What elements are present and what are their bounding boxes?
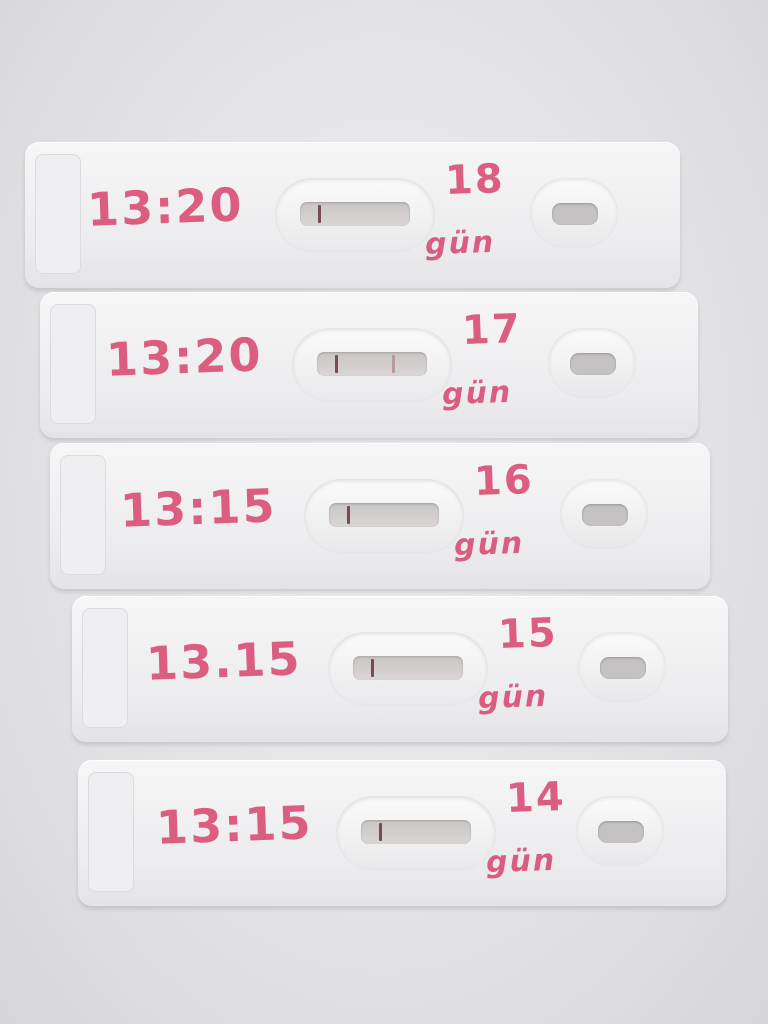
handwritten-time: 13:20 xyxy=(105,327,264,387)
handwritten-time: 13:15 xyxy=(119,478,278,538)
handwritten-time: 13:15 xyxy=(155,795,314,855)
result-window xyxy=(336,796,496,870)
handwritten-unit: gün xyxy=(441,374,513,413)
sample-well xyxy=(576,796,664,866)
strip-grip xyxy=(88,772,134,892)
strip-grip xyxy=(60,455,106,575)
control-line xyxy=(379,823,382,841)
handwritten-unit: gün xyxy=(477,678,549,717)
sample-well xyxy=(548,328,636,398)
sample-hole xyxy=(570,353,616,375)
result-window xyxy=(292,328,452,402)
handwritten-day: 16 xyxy=(473,456,535,506)
control-line xyxy=(335,355,338,373)
result-slot xyxy=(361,820,471,844)
test-strip: 13:15 14 gün xyxy=(78,760,726,906)
handwritten-unit: gün xyxy=(485,842,557,881)
control-line xyxy=(318,205,321,223)
sample-hole xyxy=(582,504,628,526)
sample-hole xyxy=(598,821,644,843)
handwritten-unit: gün xyxy=(424,224,496,263)
result-slot xyxy=(329,503,439,527)
strip-grip xyxy=(35,154,81,274)
sample-well xyxy=(578,632,666,702)
sample-hole xyxy=(552,203,598,225)
handwritten-day: 18 xyxy=(444,155,506,205)
strip-grip xyxy=(50,304,96,424)
result-window xyxy=(304,479,464,553)
result-window xyxy=(328,632,488,706)
result-slot xyxy=(300,202,410,226)
handwritten-time: 13:20 xyxy=(86,177,245,237)
sample-hole xyxy=(600,657,646,679)
sample-well xyxy=(530,178,618,248)
test-line xyxy=(392,355,395,373)
sample-well xyxy=(560,479,648,549)
strip-grip xyxy=(82,608,128,728)
handwritten-time: 13.15 xyxy=(145,631,303,691)
handwritten-unit: gün xyxy=(453,525,525,564)
control-line xyxy=(371,659,374,677)
test-strip: 13.15 15 gün xyxy=(72,596,728,742)
handwritten-day: 17 xyxy=(461,305,523,355)
test-strip: 13:20 17 gün xyxy=(40,292,698,438)
test-strip: 13:20 18 gün xyxy=(25,142,680,288)
test-strip: 13:15 16 gün xyxy=(50,443,710,589)
result-window xyxy=(275,178,435,252)
result-slot xyxy=(317,352,427,376)
handwritten-day: 14 xyxy=(505,773,567,823)
control-line xyxy=(347,506,350,524)
result-slot xyxy=(353,656,463,680)
handwritten-day: 15 xyxy=(497,609,559,659)
